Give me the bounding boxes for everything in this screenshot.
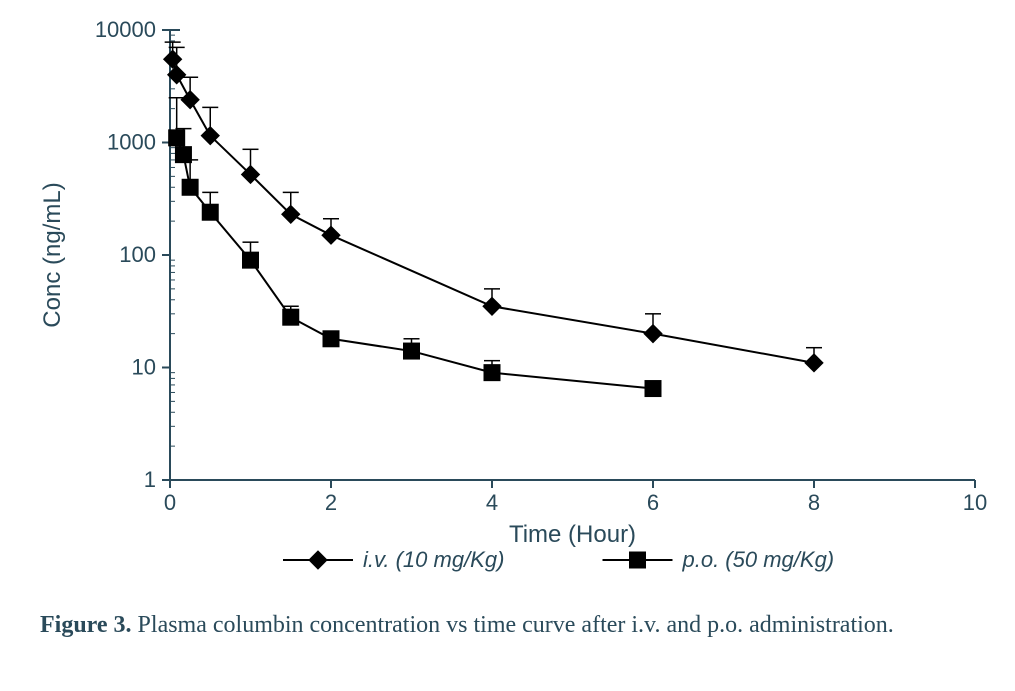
- svg-text:10: 10: [132, 355, 156, 380]
- svg-text:Time (Hour): Time (Hour): [509, 521, 636, 548]
- figure-caption-label: Figure 3.: [40, 612, 132, 638]
- svg-text:6: 6: [647, 490, 659, 515]
- svg-text:1000: 1000: [107, 130, 156, 155]
- figure-container: 1 10 100 1000 10000 0 2 4 6 8 10 Time (Hour) Conc (n…: [0, 0, 1015, 691]
- pk-chart: 1 10 100 1000 10000 0 2 4 6 8 10 Time (Hour) Conc (n…: [0, 0, 1015, 691]
- svg-text:p.o. (50 mg/Kg): p.o. (50 mg/Kg): [682, 547, 835, 572]
- svg-text:4: 4: [486, 490, 498, 515]
- svg-text:1: 1: [144, 467, 156, 492]
- svg-text:Conc (ng/mL): Conc (ng/mL): [39, 182, 66, 327]
- svg-text:8: 8: [808, 490, 820, 515]
- svg-text:10000: 10000: [95, 17, 156, 42]
- figure-caption: Figure 3. Plasma columbin concentration …: [40, 610, 975, 640]
- svg-text:0: 0: [164, 490, 176, 515]
- figure-caption-text: Plasma columbin concentration vs time cu…: [138, 612, 894, 638]
- svg-text:2: 2: [325, 490, 337, 515]
- svg-text:i.v. (10 mg/Kg): i.v. (10 mg/Kg): [363, 547, 504, 572]
- svg-text:100: 100: [119, 242, 156, 267]
- svg-text:10: 10: [963, 490, 987, 515]
